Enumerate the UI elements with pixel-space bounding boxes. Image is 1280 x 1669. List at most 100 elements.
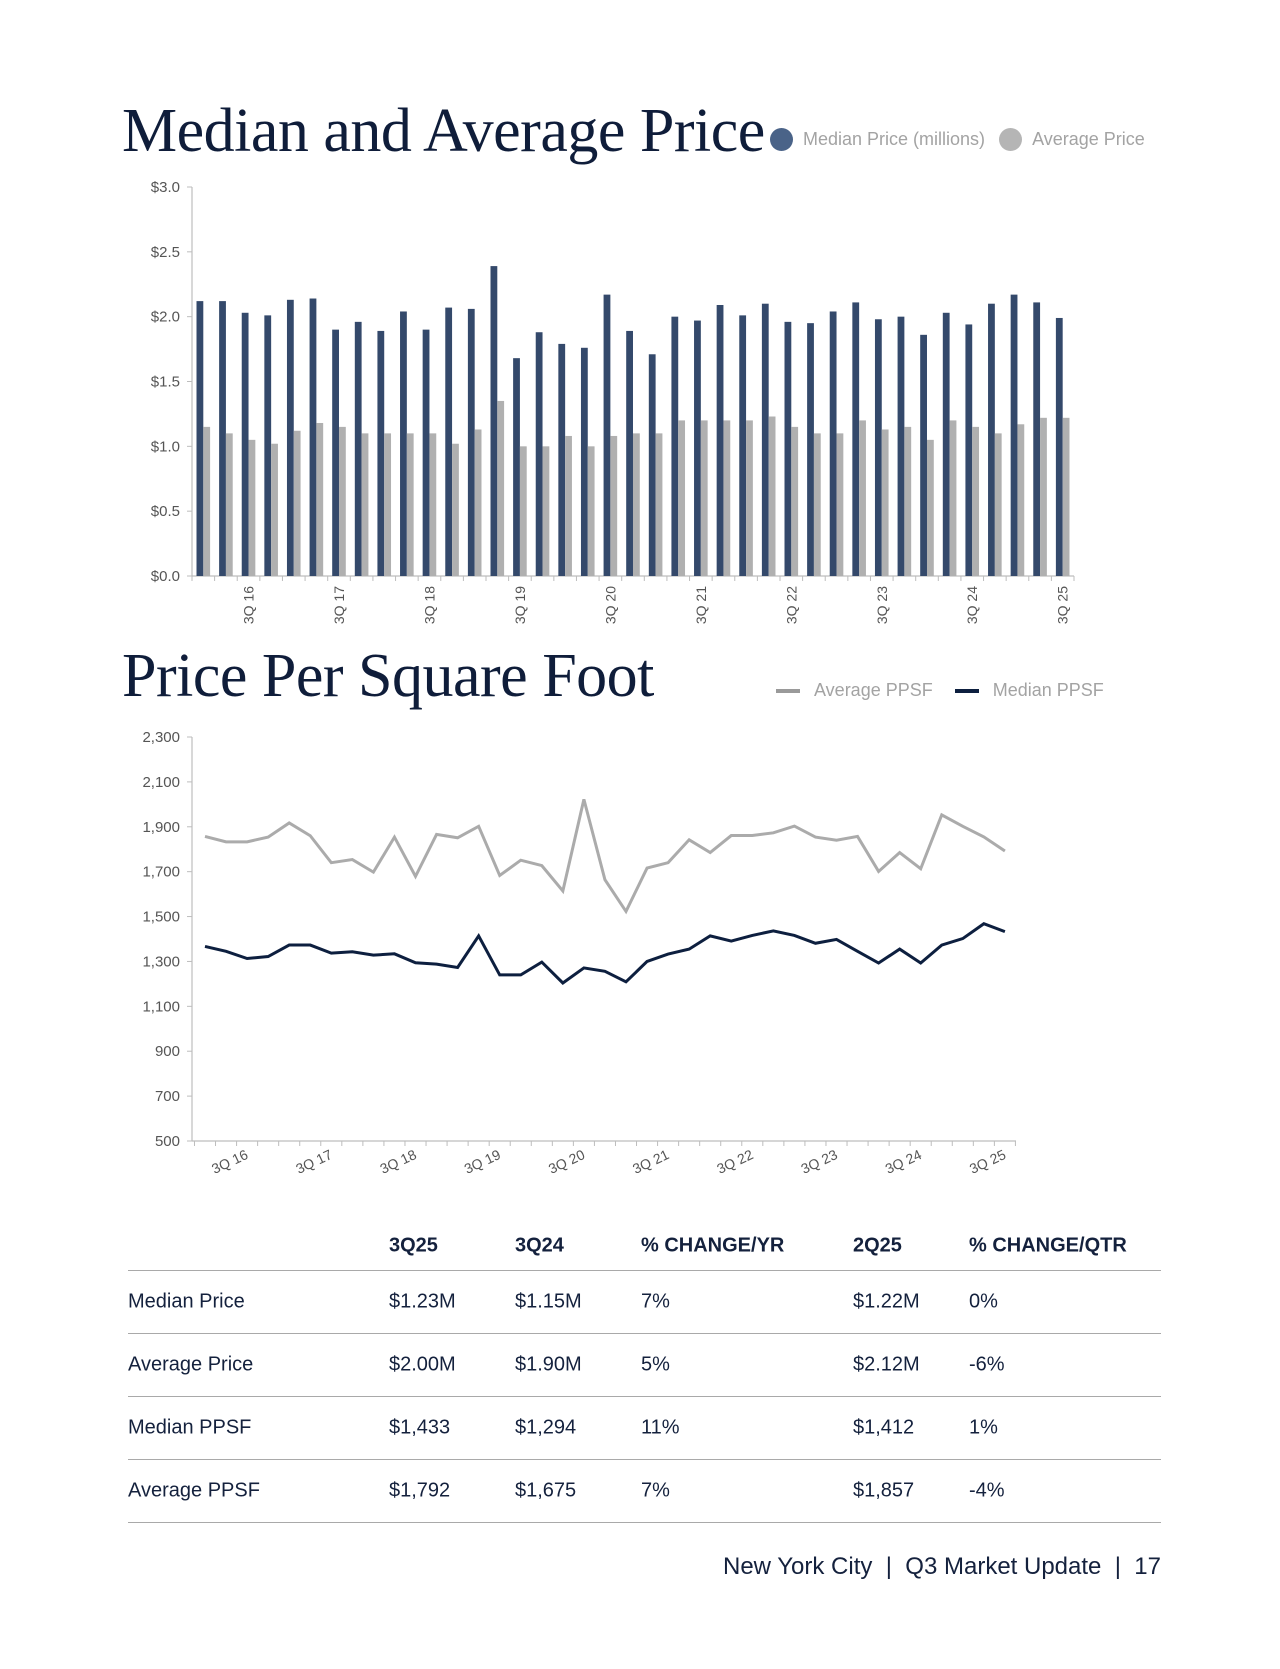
x-tick-label: 3Q 22 — [783, 586, 799, 624]
bar-median-price — [1055, 317, 1063, 576]
y-tick-label: 1,100 — [142, 998, 180, 1015]
bar-average-price — [836, 433, 844, 576]
y-tick-label: 1,700 — [142, 864, 180, 881]
row-label: Average Price — [128, 1353, 254, 1376]
bar-median-price — [400, 311, 407, 576]
bar-median-price — [580, 347, 588, 576]
table-cell: -6% — [969, 1353, 1005, 1376]
y-tick-label: $1.0 — [151, 438, 180, 455]
table-row: Median Price $1.23M $1.15M 7% $1.22M 0% — [128, 1271, 1161, 1334]
bar-average-price — [926, 439, 934, 576]
x-tick-label: 3Q 20 — [602, 586, 618, 624]
table-cell: % CHANGE/QTR — [969, 1234, 1127, 1257]
bar-average-price — [293, 430, 301, 576]
bar-average-price — [881, 429, 889, 576]
y-tick-label: 1,300 — [142, 953, 180, 970]
bar-median-price — [920, 334, 927, 576]
bar-median-price — [874, 319, 882, 576]
bar-median-price — [603, 294, 611, 576]
bar-average-price — [361, 433, 369, 576]
y-tick-label: 700 — [155, 1088, 180, 1105]
bar-median-price — [535, 332, 543, 576]
bar-median-price — [852, 302, 860, 576]
y-tick-label: $2.5 — [151, 244, 180, 261]
table-cell: $1.90M — [515, 1353, 582, 1376]
table-cell: 0% — [969, 1290, 998, 1313]
y-tick-label: 2,100 — [142, 774, 180, 791]
bar-average-price — [610, 435, 618, 576]
y-tick-label: 1,900 — [142, 819, 180, 836]
bar-median-price — [739, 315, 747, 576]
bar-average-price — [791, 426, 799, 576]
bar-chart-legend: Median Price (millions) Average Price — [770, 128, 1159, 151]
table-cell: $2.12M — [853, 1353, 920, 1376]
bar-median-price — [490, 266, 498, 576]
bar-average-price — [497, 400, 505, 576]
row-label: Average PPSF — [128, 1479, 260, 1502]
bar-average-price — [904, 426, 912, 576]
bar-average-price — [316, 422, 324, 576]
table-cell: $1,412 — [853, 1416, 915, 1439]
page-footer: New York City | Q3 Market Update | 17 — [723, 1553, 1161, 1580]
legend-label: Median Price (millions) — [803, 129, 986, 149]
table-cell: 3Q25 — [389, 1234, 438, 1257]
bar-average-price — [452, 443, 459, 576]
table-cell: $1.23M — [389, 1290, 456, 1313]
bar-median-price — [354, 321, 362, 576]
table-cell: % CHANGE/YR — [641, 1234, 785, 1257]
table-cell: 7% — [641, 1290, 670, 1313]
y-tick-label: 2,300 — [142, 729, 180, 746]
bar-median-price — [942, 312, 950, 576]
legend-circle-icon — [770, 128, 793, 151]
legend-circle-icon — [999, 128, 1023, 151]
table-cell: $1.15M — [515, 1290, 582, 1313]
legend-label: Average PPSF — [814, 680, 933, 700]
y-tick-label: $0.5 — [151, 503, 180, 520]
bar-average-price — [406, 433, 414, 576]
line-median-ppsf — [204, 922, 1006, 985]
legend-average-ppsf: Average PPSF — [776, 680, 933, 701]
x-tick-label: 3Q 25 — [1055, 586, 1071, 624]
x-tick-label: 3Q 24 — [883, 1146, 925, 1177]
bar-average-price — [723, 420, 731, 576]
table-cell: 5% — [641, 1353, 670, 1376]
legend-label: Median PPSF — [992, 680, 1104, 700]
x-tick-label: 3Q 18 — [377, 1146, 419, 1177]
bar-average-price — [225, 433, 233, 576]
bar-median-price — [422, 329, 430, 576]
bar-median-price — [1010, 294, 1018, 576]
bar-average-price — [203, 426, 211, 576]
table-cell: $1,675 — [515, 1479, 577, 1502]
table-cell: 1% — [969, 1416, 998, 1439]
line-chart-legend: Average PPSF Median PPSF — [776, 680, 1118, 701]
bar-median-price — [309, 298, 317, 576]
table-cell: -4% — [969, 1479, 1005, 1502]
y-tick-label: $0.0 — [151, 568, 180, 585]
bar-median-price — [1033, 302, 1041, 576]
x-tick-label: 3Q 21 — [630, 1146, 672, 1177]
y-tick-label: 1,500 — [142, 909, 180, 926]
x-tick-label: 3Q 22 — [714, 1146, 756, 1177]
bar-median-price — [716, 304, 724, 576]
y-tick-label: $3.0 — [151, 179, 180, 196]
x-tick-label: 3Q 24 — [964, 586, 980, 624]
line-chart-title: Price Per Square Foot — [122, 642, 654, 710]
table-cell: $1,792 — [389, 1479, 451, 1502]
bar-median-price — [671, 316, 679, 576]
bar-average-price — [949, 420, 957, 576]
bar-average-price — [632, 433, 640, 576]
y-tick-label: 500 — [155, 1133, 180, 1150]
table-cell: $1.22M — [853, 1290, 920, 1313]
bar-average-price — [768, 416, 776, 576]
bar-median-price — [219, 301, 226, 576]
x-tick-label: 3Q 16 — [241, 586, 257, 624]
table-cell: $1,857 — [853, 1479, 915, 1502]
bar-median-price — [694, 320, 701, 576]
legend-label: Average Price — [1032, 129, 1145, 149]
table-cell: 7% — [641, 1479, 670, 1502]
bar-median-price — [648, 354, 656, 576]
x-tick-label: 3Q 20 — [546, 1146, 588, 1177]
bar-median-price — [467, 308, 475, 576]
table-cell: 11% — [641, 1416, 680, 1439]
